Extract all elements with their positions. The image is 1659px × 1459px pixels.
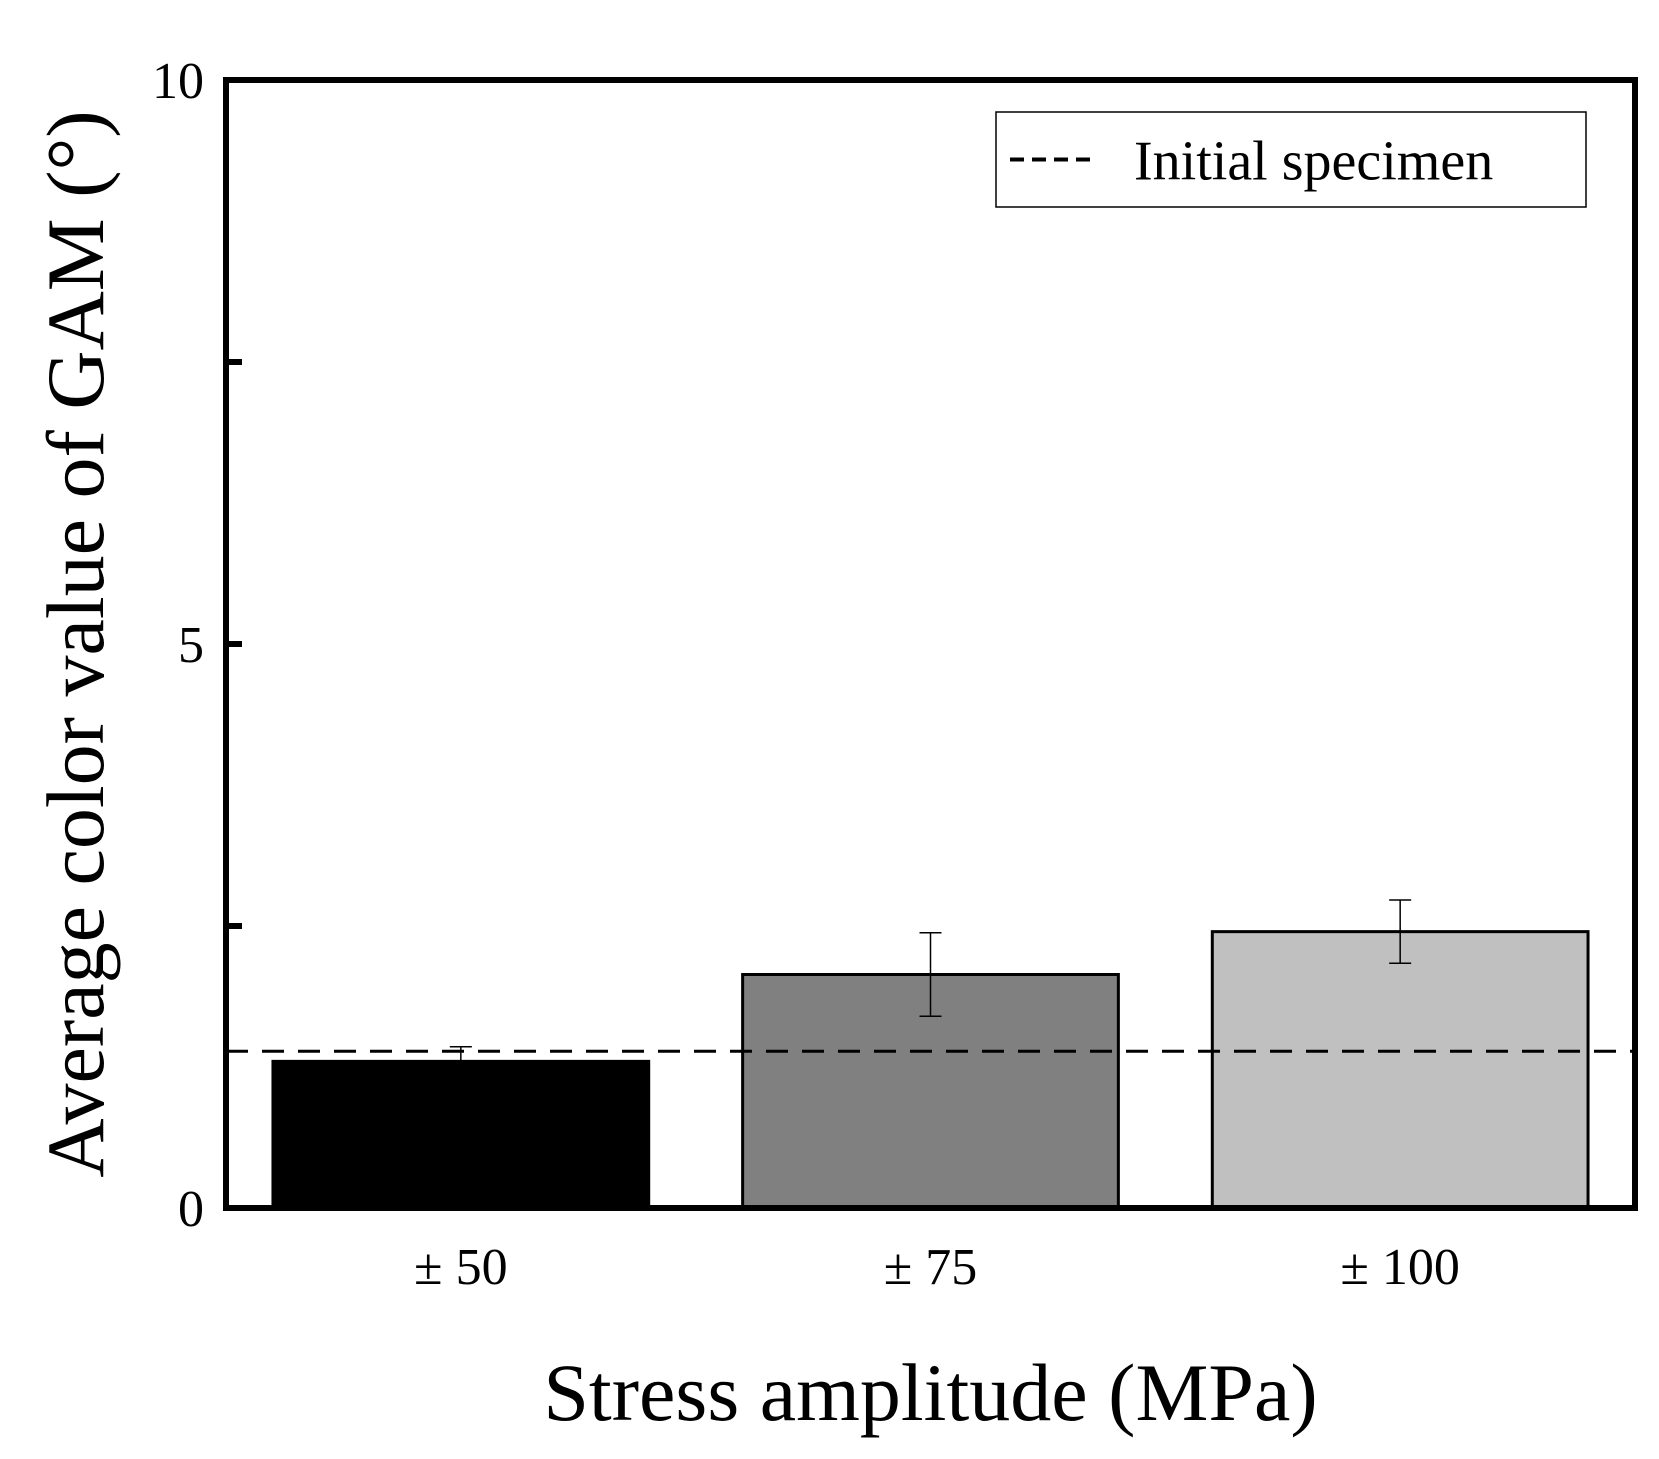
legend-box xyxy=(995,111,1587,208)
y-tick-label-5: 10 xyxy=(152,53,204,110)
x-tick-label-1: ± 50 xyxy=(414,1239,508,1296)
y-axis-ticks: 0 5 10 xyxy=(152,53,242,1238)
y-tick-label-1: 0 xyxy=(178,1181,204,1238)
error-bars-layer xyxy=(449,899,1412,1077)
y-axis-title: Average color value of GAM (°) xyxy=(30,110,121,1177)
x-tick-label-3: ± 100 xyxy=(1340,1239,1460,1296)
x-axis-tick-labels: ± 50 ± 75 ± 100 xyxy=(414,1239,1460,1296)
legend-label: Initial specimen xyxy=(1134,131,1493,193)
y-tick-label-3: 5 xyxy=(178,617,204,674)
bar-1 xyxy=(271,1059,651,1210)
bar-3 xyxy=(1210,930,1590,1210)
x-axis-title: Stress amplitude (MPa) xyxy=(543,1347,1317,1438)
x-tick-label-2: ± 75 xyxy=(884,1239,978,1296)
legend: Initial specimen xyxy=(995,111,1587,208)
